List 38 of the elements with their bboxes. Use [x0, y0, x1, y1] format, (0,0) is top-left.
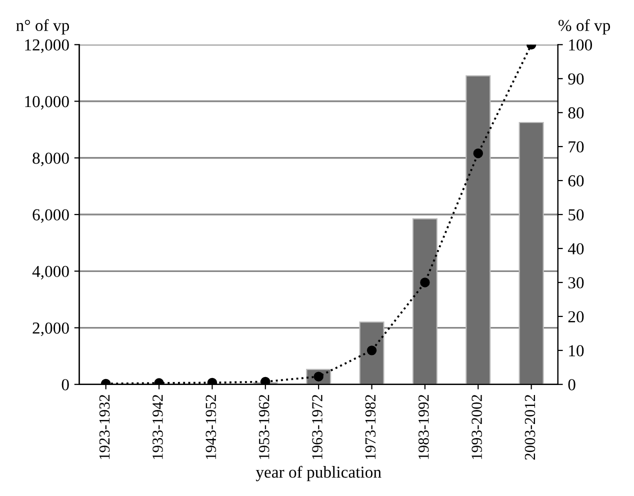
y-axis-title: n° of vp: [16, 19, 70, 34]
x-axis-title: year of publication: [256, 466, 382, 482]
y2-tick-label: 100: [569, 39, 592, 51]
x-tick-label: 1923-1932: [99, 394, 110, 459]
y2-tick-label: 0: [568, 379, 576, 390]
y2-axis-title: % of vp: [558, 19, 610, 34]
y2-tick-label: 20: [568, 311, 584, 322]
x-tick-label: 1953-1962: [258, 394, 270, 459]
y-tick-label: 0: [62, 379, 69, 390]
point: [420, 278, 430, 288]
x-tick-label: 1933-1942: [152, 394, 163, 459]
y2-tick-label: 90: [568, 73, 584, 85]
x-tick-label: 1983-1992: [418, 394, 429, 459]
y2-tick-label: 30: [568, 277, 584, 288]
y2-tick-label: 80: [568, 107, 584, 119]
y-tick-label: 4,000: [32, 266, 69, 280]
x-tick-label: 2003-2012: [524, 394, 536, 460]
y2-tick-label: 70: [568, 141, 584, 153]
bar: [466, 75, 491, 384]
y2-tick-label: 60: [568, 175, 584, 186]
bar: [518, 122, 544, 384]
x-tick-label: 1973-1982: [365, 394, 376, 459]
y2-tick-label: 40: [568, 243, 584, 254]
y-tick-label: 8,000: [32, 152, 69, 166]
bar: [412, 218, 438, 384]
point: [473, 148, 484, 158]
y-tick-label: 6,000: [32, 209, 69, 223]
x-tick-label: 1993-2002: [472, 394, 482, 459]
y2-tick-label: 50: [568, 209, 584, 220]
point: [366, 346, 377, 356]
point: [260, 376, 270, 384]
x-tick-label: 1943-1952: [206, 394, 216, 459]
y-tick-label: 12,000: [25, 39, 69, 53]
y-tick-label: 2,000: [32, 322, 69, 336]
y-tick-label: 10,000: [25, 96, 69, 110]
bar: [359, 322, 384, 384]
x-tick-label: 1963-1972: [312, 394, 322, 459]
y2-tick-label: 10: [569, 345, 584, 356]
